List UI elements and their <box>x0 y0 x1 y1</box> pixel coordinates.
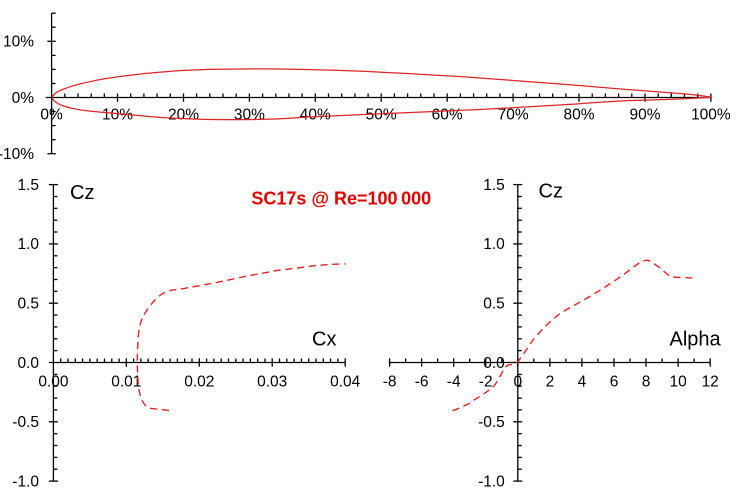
svg-text:-8: -8 <box>383 373 397 390</box>
svg-text:0.02: 0.02 <box>184 373 214 390</box>
svg-text:0.01: 0.01 <box>111 373 141 390</box>
svg-text:-6: -6 <box>415 373 429 390</box>
svg-text:-0.5: -0.5 <box>478 414 505 431</box>
svg-text:10: 10 <box>669 373 687 390</box>
svg-text:-1.0: -1.0 <box>12 473 39 490</box>
svg-text:-2: -2 <box>479 373 493 390</box>
svg-text:4: 4 <box>578 373 587 390</box>
svg-text:2: 2 <box>546 373 555 390</box>
svg-text:90%: 90% <box>629 106 660 123</box>
svg-text:Cz: Cz <box>539 180 563 202</box>
svg-text:100%: 100% <box>691 106 731 123</box>
svg-text:1.5: 1.5 <box>17 177 39 194</box>
svg-text:0.03: 0.03 <box>257 373 287 390</box>
svg-text:1.5: 1.5 <box>483 177 505 194</box>
svg-text:0.5: 0.5 <box>483 296 505 313</box>
svg-text:8: 8 <box>642 373 651 390</box>
svg-text:60%: 60% <box>432 106 463 123</box>
svg-text:6: 6 <box>610 373 619 390</box>
svg-text:0.0: 0.0 <box>483 355 505 372</box>
svg-text:40%: 40% <box>300 106 331 123</box>
svg-text:Alpha: Alpha <box>670 329 722 351</box>
svg-text:70%: 70% <box>498 106 529 123</box>
svg-text:50%: 50% <box>366 106 397 123</box>
svg-text:1.0: 1.0 <box>483 236 505 253</box>
svg-text:1.0: 1.0 <box>17 236 39 253</box>
svg-text:-0.5: -0.5 <box>12 414 39 431</box>
svg-text:80%: 80% <box>563 106 594 123</box>
svg-text:20%: 20% <box>168 106 199 123</box>
svg-text:0%: 0% <box>12 90 35 107</box>
svg-text:0%: 0% <box>40 106 63 123</box>
svg-text:0.04: 0.04 <box>330 373 361 390</box>
svg-text:10%: 10% <box>102 106 133 123</box>
svg-text:-10%: -10% <box>0 146 34 163</box>
svg-text:-4: -4 <box>447 373 461 390</box>
svg-text:30%: 30% <box>234 106 265 123</box>
svg-text:-1.0: -1.0 <box>478 473 505 490</box>
svg-text:12: 12 <box>702 373 719 390</box>
svg-text:0.0: 0.0 <box>17 355 39 372</box>
svg-text:0: 0 <box>513 373 522 390</box>
svg-text:0.5: 0.5 <box>17 296 39 313</box>
svg-text:0.00: 0.00 <box>38 373 69 390</box>
svg-text:Cz: Cz <box>70 182 94 204</box>
svg-text:10%: 10% <box>3 34 34 51</box>
svg-text:Cx: Cx <box>312 329 336 351</box>
svg-text:SC17s @ Re=100 000: SC17s @ Re=100 000 <box>251 188 431 208</box>
